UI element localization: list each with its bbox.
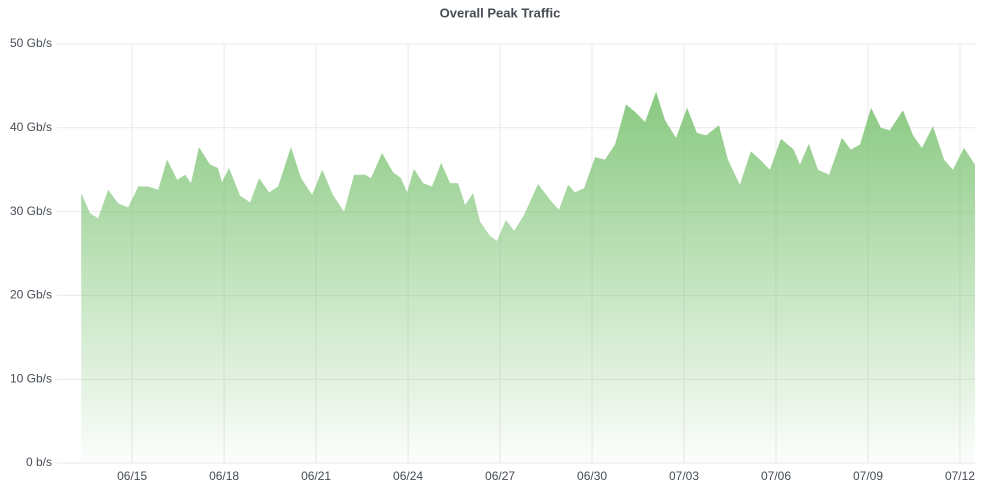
x-tick-label: 06/18 [209,469,239,483]
x-tick-label: 06/15 [117,469,147,483]
y-tick-label: 50 Gb/s [10,36,52,50]
x-tick-label: 07/06 [761,469,791,483]
chart-title: Overall Peak Traffic [440,5,561,20]
y-tick-label: 30 Gb/s [10,204,52,218]
x-tick-label: 06/21 [301,469,331,483]
x-tick-label: 07/12 [945,469,975,483]
x-tick-label: 06/27 [485,469,515,483]
area [81,91,976,464]
x-tick-label: 07/09 [853,469,883,483]
y-tick-label: 40 Gb/s [10,120,52,134]
y-tick-label: 0 b/s [26,455,52,469]
x-tick-label: 07/03 [669,469,699,483]
x-tick-label: 06/30 [577,469,607,483]
x-tick-label: 06/24 [393,469,423,483]
y-tick-label: 20 Gb/s [10,288,52,302]
y-tick-label: 10 Gb/s [10,371,52,385]
